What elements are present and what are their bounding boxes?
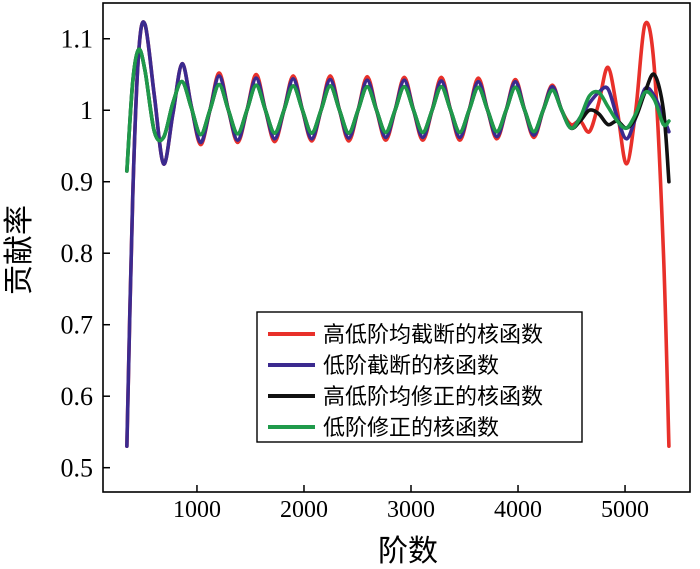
axis-ticks: 1000 2000 3000 4000 5000 0.5 0.6 0.7 0.8 0.9 1 1.1 <box>61 25 650 523</box>
y-tick-label: 0.8 <box>61 239 94 268</box>
series-line-4 <box>125 47 671 173</box>
y-tick-label: 1 <box>80 96 93 125</box>
legend-item: 高低阶均截断的核函数 <box>268 322 543 347</box>
legend: 高低阶均截断的核函数 低阶截断的核函数 高低阶均修正的核函数 低阶修正的核函数 <box>256 311 583 443</box>
legend-label: 高低阶均截断的核函数 <box>323 322 543 347</box>
x-tick-label: 5000 <box>601 497 649 523</box>
y-tick-label: 0.9 <box>61 168 94 197</box>
x-tick-label: 4000 <box>494 497 542 523</box>
legend-item: 低阶修正的核函数 <box>268 415 499 440</box>
series-layer <box>125 20 671 449</box>
y-axis-label: 贡献率 <box>3 205 36 295</box>
y-tick-label: 0.6 <box>61 382 94 411</box>
x-axis-label: 阶数 <box>378 535 438 568</box>
legend-label: 低阶截断的核函数 <box>323 353 499 378</box>
legend-label: 高低阶均修正的核函数 <box>323 384 543 409</box>
y-tick-label: 0.5 <box>61 454 94 483</box>
legend-label: 低阶修正的核函数 <box>323 415 499 440</box>
x-tick-label: 1000 <box>173 497 221 523</box>
legend-item: 高低阶均修正的核函数 <box>268 384 543 409</box>
x-tick-label: 3000 <box>387 497 435 523</box>
y-tick-label: 1.1 <box>61 25 94 54</box>
legend-item: 低阶截断的核函数 <box>268 353 499 378</box>
plot-area-frame <box>102 2 691 493</box>
y-tick-label: 0.7 <box>61 311 94 340</box>
x-tick-label: 2000 <box>280 497 328 523</box>
